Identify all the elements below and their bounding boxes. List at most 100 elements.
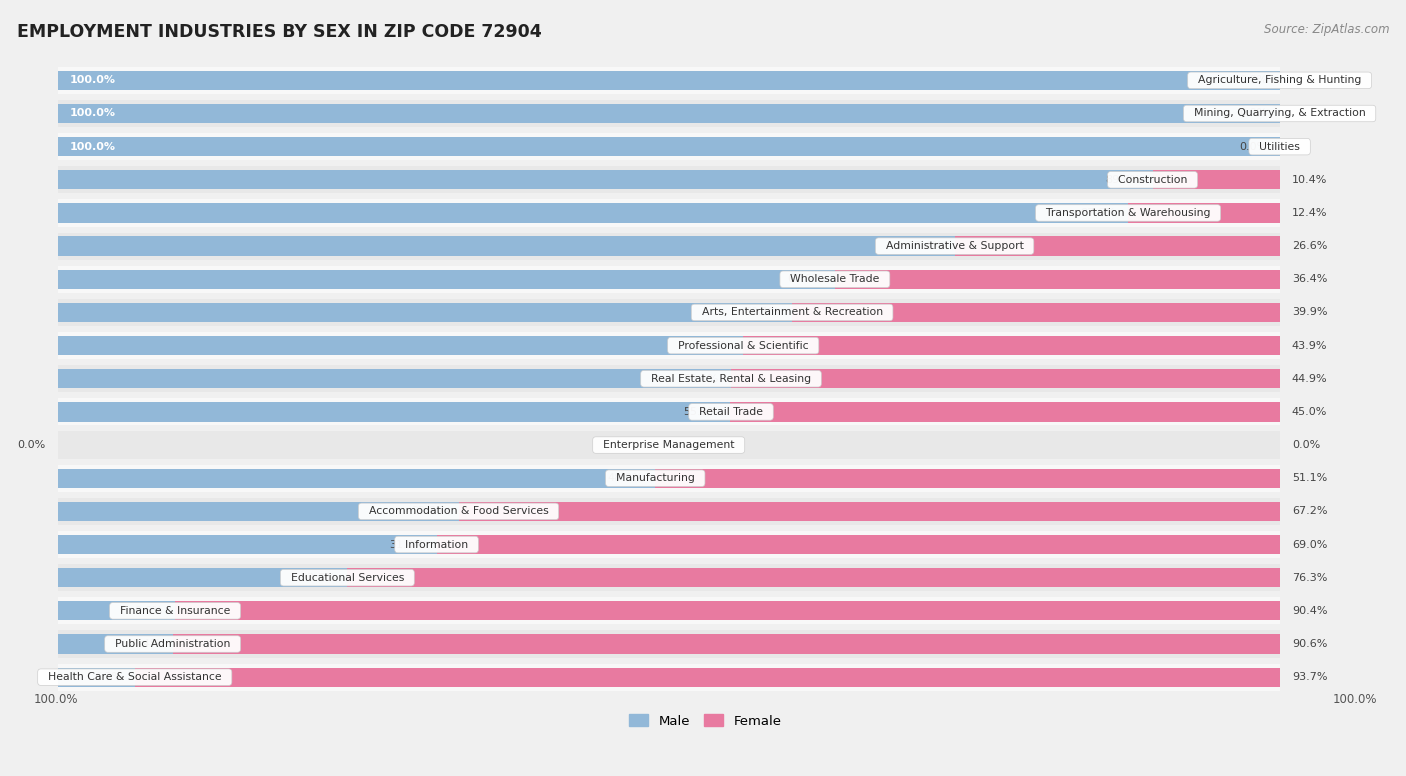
Bar <box>173 635 1279 653</box>
Bar <box>58 635 173 653</box>
Text: 43.9%: 43.9% <box>1292 341 1327 351</box>
Text: Mining, Quarrying, & Extraction: Mining, Quarrying, & Extraction <box>1187 109 1372 119</box>
Bar <box>58 100 1279 127</box>
Text: Wholesale Trade: Wholesale Trade <box>783 274 887 284</box>
Bar <box>655 469 1279 488</box>
Text: 23.7%: 23.7% <box>299 573 335 583</box>
Text: 0.0%: 0.0% <box>1239 142 1267 151</box>
Bar <box>58 369 731 388</box>
Bar <box>58 137 1279 156</box>
Bar <box>730 402 1279 421</box>
Text: 90.6%: 90.6% <box>1292 639 1327 649</box>
Bar <box>347 568 1279 587</box>
Text: 55.1%: 55.1% <box>683 407 718 417</box>
Text: Finance & Insurance: Finance & Insurance <box>112 606 238 616</box>
Bar <box>58 365 1279 393</box>
Bar <box>176 601 1279 621</box>
Bar <box>58 535 436 554</box>
Bar <box>58 104 1279 123</box>
Bar <box>58 402 731 421</box>
Text: 87.6%: 87.6% <box>1080 208 1116 218</box>
Text: 6.3%: 6.3% <box>94 672 122 682</box>
Bar <box>58 71 1279 90</box>
Text: 100.0%: 100.0% <box>70 109 117 119</box>
Text: 9.6%: 9.6% <box>135 606 163 616</box>
Legend: Male, Female: Male, Female <box>623 708 787 733</box>
Text: 9.4%: 9.4% <box>132 639 160 649</box>
Bar <box>731 369 1279 388</box>
Text: 73.4%: 73.4% <box>907 241 942 251</box>
Text: 100.0%: 100.0% <box>70 75 117 85</box>
Text: 39.9%: 39.9% <box>1292 307 1327 317</box>
Text: Public Administration: Public Administration <box>108 639 238 649</box>
Bar <box>58 431 1279 459</box>
Text: Transportation & Warehousing: Transportation & Warehousing <box>1039 208 1218 218</box>
Text: 60.1%: 60.1% <box>745 307 780 317</box>
Bar <box>58 133 1279 160</box>
Text: 100.0%: 100.0% <box>1333 693 1378 706</box>
Text: 100.0%: 100.0% <box>70 142 117 151</box>
Bar <box>835 269 1279 289</box>
Text: Utilities: Utilities <box>1253 142 1308 151</box>
Text: Educational Services: Educational Services <box>284 573 411 583</box>
Bar <box>58 199 1279 227</box>
Bar <box>436 535 1279 554</box>
Bar <box>58 269 835 289</box>
Text: 48.9%: 48.9% <box>607 473 643 483</box>
Text: Source: ZipAtlas.com: Source: ZipAtlas.com <box>1264 23 1389 36</box>
Bar <box>1153 170 1279 189</box>
Bar <box>58 299 1279 326</box>
Bar <box>135 667 1279 687</box>
Bar <box>58 303 792 322</box>
Bar <box>58 601 176 621</box>
Text: 90.4%: 90.4% <box>1292 606 1327 616</box>
Bar <box>58 465 1279 492</box>
Bar <box>58 502 458 521</box>
Text: EMPLOYMENT INDUSTRIES BY SEX IN ZIP CODE 72904: EMPLOYMENT INDUSTRIES BY SEX IN ZIP CODE… <box>17 23 541 41</box>
Text: 67.2%: 67.2% <box>1292 507 1327 516</box>
Bar <box>58 564 1279 591</box>
Text: Enterprise Management: Enterprise Management <box>596 440 741 450</box>
Bar <box>58 332 1279 359</box>
Text: 100.0%: 100.0% <box>34 693 77 706</box>
Bar <box>58 663 1279 691</box>
Bar <box>58 630 1279 657</box>
Bar <box>58 531 1279 558</box>
Text: 44.9%: 44.9% <box>1292 374 1327 384</box>
Bar <box>58 166 1279 193</box>
Text: Manufacturing: Manufacturing <box>609 473 702 483</box>
Text: 76.3%: 76.3% <box>1292 573 1327 583</box>
Bar <box>58 469 655 488</box>
Text: 0.0%: 0.0% <box>1239 109 1267 119</box>
Text: 10.4%: 10.4% <box>1292 175 1327 185</box>
Text: 56.1%: 56.1% <box>696 341 731 351</box>
Bar <box>58 233 1279 260</box>
Text: 26.6%: 26.6% <box>1292 241 1327 251</box>
Bar <box>58 497 1279 525</box>
Text: 45.0%: 45.0% <box>1292 407 1327 417</box>
Bar <box>58 203 1128 223</box>
Bar <box>955 237 1279 256</box>
Bar <box>58 170 1153 189</box>
Text: 55.1%: 55.1% <box>683 374 718 384</box>
Text: 63.6%: 63.6% <box>787 274 823 284</box>
Bar <box>58 598 1279 625</box>
Text: 0.0%: 0.0% <box>1239 75 1267 85</box>
Text: 51.1%: 51.1% <box>1292 473 1327 483</box>
Text: Health Care & Social Assistance: Health Care & Social Assistance <box>41 672 229 682</box>
Text: 89.6%: 89.6% <box>1105 175 1140 185</box>
Text: Professional & Scientific: Professional & Scientific <box>671 341 815 351</box>
Bar <box>58 568 347 587</box>
Text: 36.4%: 36.4% <box>1292 274 1327 284</box>
Bar <box>1128 203 1279 223</box>
Text: Real Estate, Rental & Leasing: Real Estate, Rental & Leasing <box>644 374 818 384</box>
Text: Arts, Entertainment & Recreation: Arts, Entertainment & Recreation <box>695 307 890 317</box>
Text: Retail Trade: Retail Trade <box>692 407 770 417</box>
Bar <box>744 336 1279 355</box>
Text: 69.0%: 69.0% <box>1292 539 1327 549</box>
Bar <box>58 67 1279 94</box>
Bar <box>58 398 1279 425</box>
Text: 0.0%: 0.0% <box>17 440 45 450</box>
Text: 12.4%: 12.4% <box>1292 208 1327 218</box>
Text: Agriculture, Fishing & Hunting: Agriculture, Fishing & Hunting <box>1191 75 1368 85</box>
